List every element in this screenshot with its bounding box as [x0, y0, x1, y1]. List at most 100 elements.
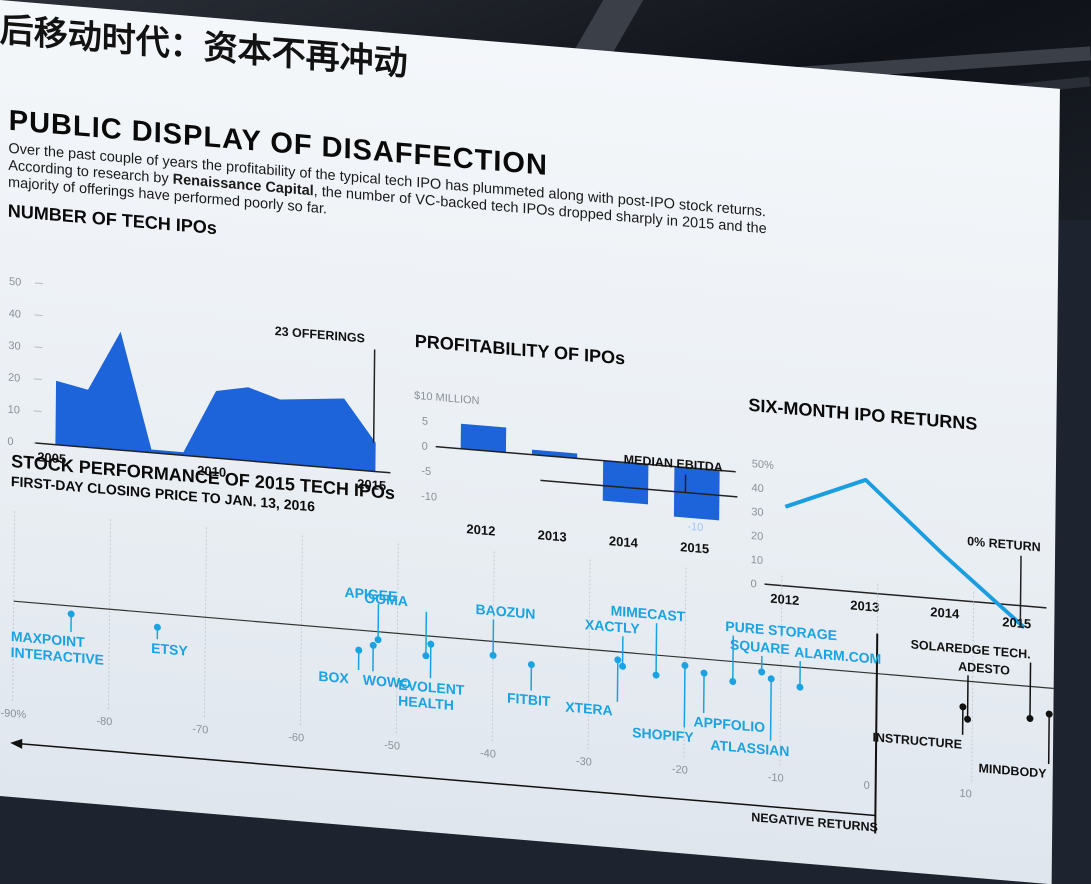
perf-label-18: INSTRUCTURE: [872, 730, 962, 751]
ipo-ytick-mark: [35, 283, 43, 284]
perf-leader-16: [771, 679, 772, 741]
perf-gridline: [204, 527, 206, 717]
ipo-ytick: 30: [8, 340, 20, 353]
perf-gridline: [109, 519, 111, 709]
perf-label-19: SOLAREDGE TECH.: [911, 637, 1031, 661]
ipo-ytick: 10: [8, 404, 20, 417]
perf-gridline: [300, 535, 302, 725]
ipo-ytick-mark: [34, 347, 42, 348]
ipo-ytick: 20: [8, 372, 20, 385]
perf-label-20: ADESTO: [958, 659, 1010, 677]
perf-label-21: MINDBODY: [979, 761, 1048, 781]
returns-line: [784, 473, 1025, 627]
perf-leader-11: [656, 623, 657, 675]
perf-gridline: [588, 560, 590, 750]
ipo-annotation: 23 OFFERINGS: [275, 324, 365, 346]
profit-xtick-2015: 2015: [680, 539, 709, 556]
perf-label-6: HEALTH: [398, 692, 454, 713]
profit-bar-value: -10: [687, 521, 703, 534]
perf-label-9: XTERA: [565, 698, 613, 718]
returns-xtick-2013: 2013: [850, 597, 879, 614]
perf-point-12: [681, 662, 688, 670]
perf-label-15: SQUARE: [730, 636, 790, 657]
perf-label-16: ATLASSIAN: [710, 737, 789, 760]
perf-xtick: -70: [192, 723, 208, 736]
profit-ytick: 0: [422, 440, 428, 452]
returns-ytick: 40: [751, 482, 763, 495]
profit-xtick-2013: 2013: [538, 527, 567, 544]
perf-xtick: -40: [480, 747, 496, 760]
returns-xtick-2012: 2012: [770, 591, 799, 608]
profit-ytick: -5: [421, 465, 431, 478]
perf-gridline: [13, 511, 15, 701]
perf-point-1: [154, 623, 161, 631]
perf-xtick: -90%: [0, 707, 26, 721]
returns-xtick-2014: 2014: [930, 604, 960, 621]
ipo-ytick-mark: [34, 379, 42, 380]
profit-xtick-2012: 2012: [466, 521, 495, 538]
perf-xtick: 20%: [1055, 796, 1060, 810]
ipo-xtick-2005: 2005: [37, 449, 66, 466]
perf-xtick: -80: [96, 715, 112, 728]
perf-point-14: [729, 678, 736, 686]
perf-point-17: [796, 683, 803, 691]
negative-returns-arrowhead: [10, 738, 22, 749]
perf-xtick: 10: [960, 788, 972, 801]
perf-point-3: [375, 636, 382, 644]
perf-label-17: ALARM.COM: [794, 644, 881, 667]
returns-ytick: 30: [751, 506, 763, 519]
perf-point-20: [964, 715, 971, 723]
perf-label-0: INTERACTIVE: [11, 644, 104, 668]
ipo-xtick-2010: 2010: [197, 463, 226, 480]
ipo-ytick-mark: [34, 411, 42, 412]
perf-xtick: -30: [576, 755, 592, 768]
profit-ytick: -10: [421, 490, 437, 503]
perf-label-7: BAOZUN: [475, 601, 535, 622]
ipo-ytick: 50: [9, 276, 21, 289]
ipo-annotation-line: [374, 349, 375, 442]
perf-point-10: [619, 662, 626, 670]
perf-leader-19: [1030, 663, 1031, 719]
perf-point-2: [355, 646, 362, 654]
perf-point-7: [490, 652, 497, 660]
photo-of-slide: 后移动时代：资本不再冲动 PUBLIC DISPLAY OF DISAFFECT…: [0, 0, 1091, 796]
perf-xtick: -10: [768, 771, 784, 784]
perf-leader-12: [684, 666, 685, 728]
ipo-ytick: 40: [9, 308, 21, 321]
zero-return-label: 0% RETURN: [967, 534, 1041, 554]
perf-gridline: [972, 592, 974, 782]
perf-label-8: FITBIT: [507, 690, 551, 710]
presentation-slide: 后移动时代：资本不再冲动 PUBLIC DISPLAY OF DISAFFECT…: [0, 0, 1060, 884]
perf-label-2: BOX: [318, 668, 349, 687]
perf-label-13: APPFOLIO: [693, 713, 765, 735]
returns-ytick: 50%: [752, 458, 774, 472]
ipo-xtick-2015: 2015: [357, 476, 386, 493]
returns-ytick: 20: [751, 530, 763, 543]
returns-baseline: [765, 584, 1047, 608]
perf-point-13: [701, 669, 708, 677]
perf-point-4: [370, 642, 377, 650]
perf-leader-21: [1049, 714, 1050, 764]
returns-ytick: 10: [751, 554, 763, 567]
perf-point-5: [422, 652, 429, 660]
perf-label-1: ETSY: [151, 640, 188, 659]
perf-point-16: [768, 675, 775, 683]
perf-point-6: [427, 640, 434, 648]
profit-bar-2012: [461, 424, 507, 453]
ipo-ytick: 0: [7, 436, 13, 448]
perf-point-21: [1046, 710, 1053, 718]
perf-point-18: [959, 703, 966, 711]
perf-xtick: -50: [384, 739, 400, 752]
perf-point-8: [528, 661, 535, 669]
zero-return-line: [1020, 556, 1021, 628]
returns-xtick-2015: 2015: [1002, 614, 1031, 631]
perf-xtick: -20: [672, 763, 688, 776]
perf-point-11: [653, 671, 660, 679]
profit-ylabel: $10 MILLION: [414, 390, 480, 407]
perf-label-5: OOMA: [364, 590, 408, 610]
perf-point-19: [1026, 715, 1033, 723]
returns-ytick: 0: [750, 578, 756, 590]
ipo-area: [55, 326, 376, 471]
ipo-ytick-mark: [35, 315, 43, 316]
